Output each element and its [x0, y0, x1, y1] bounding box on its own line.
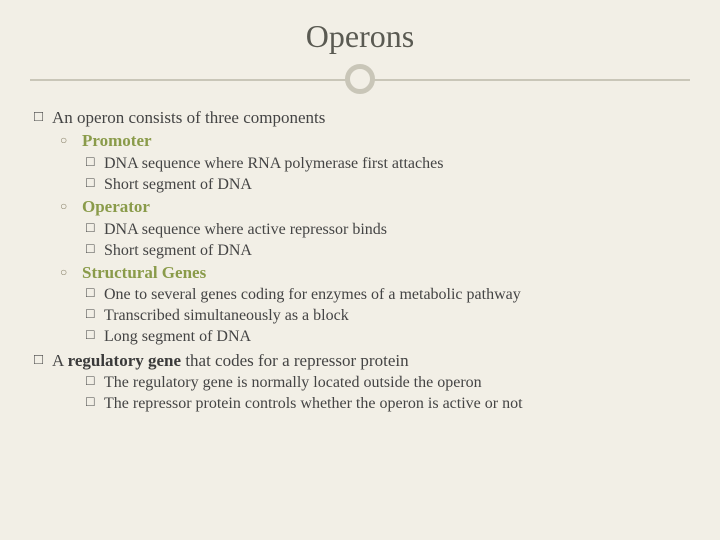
square-bullet-icon	[34, 107, 52, 129]
title-area: Operons	[0, 0, 720, 55]
lvl2-label: Promoter	[82, 130, 686, 152]
content-area: An operon consists of three components P…	[0, 101, 720, 414]
lvl3-text: Short segment of DNA	[104, 174, 686, 195]
square-bullet-icon	[34, 350, 52, 372]
square-bullet-icon	[86, 326, 104, 347]
lvl1-bold: regulatory gene	[68, 351, 181, 370]
circle-bullet-icon	[60, 262, 82, 284]
bullet-lvl3: The repressor protein controls whether t…	[86, 393, 686, 414]
bullet-lvl3: Short segment of DNA	[86, 240, 686, 261]
title-divider	[0, 61, 720, 101]
lvl1-prefix-a: A	[52, 351, 68, 370]
square-bullet-icon	[86, 305, 104, 326]
bullet-lvl3: One to several genes coding for enzymes …	[86, 284, 686, 305]
lvl3-text: DNA sequence where active repressor bind…	[104, 219, 686, 240]
slide-title: Operons	[0, 18, 720, 55]
bullet-lvl3: Long segment of DNA	[86, 326, 686, 347]
bullet-lvl3: DNA sequence where active repressor bind…	[86, 219, 686, 240]
lvl3-text: Transcribed simultaneously as a block	[104, 305, 686, 326]
lvl1-prefix-b: that codes for a repressor protein	[181, 351, 409, 370]
circle-bullet-icon	[60, 196, 82, 218]
bullet-lvl1: A regulatory gene that codes for a repre…	[34, 350, 686, 372]
bullet-lvl2: Structural Genes	[60, 262, 686, 284]
bullet-lvl2: Operator	[60, 196, 686, 218]
lvl3-text: DNA sequence where RNA polymerase first …	[104, 153, 686, 174]
square-bullet-icon	[86, 219, 104, 240]
lvl3-text: The repressor protein controls whether t…	[104, 393, 686, 414]
bullet-lvl3: Transcribed simultaneously as a block	[86, 305, 686, 326]
divider-circle-icon	[345, 64, 375, 94]
slide: Operons An operon consists of three comp…	[0, 0, 720, 540]
lvl2-label: Structural Genes	[82, 262, 686, 284]
bullet-lvl3: Short segment of DNA	[86, 174, 686, 195]
bullet-lvl3: DNA sequence where RNA polymerase first …	[86, 153, 686, 174]
lvl1-text-composite: A regulatory gene that codes for a repre…	[52, 350, 686, 372]
square-bullet-icon	[86, 153, 104, 174]
lvl3-text: One to several genes coding for enzymes …	[104, 284, 686, 305]
bullet-lvl1: An operon consists of three components	[34, 107, 686, 129]
square-bullet-icon	[86, 174, 104, 195]
circle-bullet-icon	[60, 130, 82, 152]
square-bullet-icon	[86, 372, 104, 393]
square-bullet-icon	[86, 240, 104, 261]
bullet-lvl2: Promoter	[60, 130, 686, 152]
lvl3-text: Short segment of DNA	[104, 240, 686, 261]
lvl2-label: Operator	[82, 196, 686, 218]
lvl3-text: Long segment of DNA	[104, 326, 686, 347]
square-bullet-icon	[86, 393, 104, 414]
square-bullet-icon	[86, 284, 104, 305]
lvl1-text: An operon consists of three components	[52, 107, 686, 129]
bullet-lvl3: The regulatory gene is normally located …	[86, 372, 686, 393]
lvl3-text: The regulatory gene is normally located …	[104, 372, 686, 393]
